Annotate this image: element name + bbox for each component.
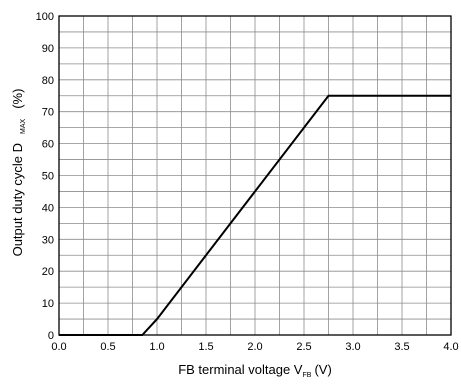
x-tick-label: 1.5 — [198, 341, 213, 353]
x-axis-label-main: FB terminal voltage V — [178, 362, 303, 377]
x-tick-label: 2.5 — [296, 341, 311, 353]
y-tick-label: 70 — [42, 107, 54, 119]
plot-frame — [58, 15, 452, 336]
x-tick-label: 0.5 — [100, 341, 115, 353]
y-tick-label: 30 — [42, 234, 54, 246]
x-tick-label: 0.0 — [51, 341, 66, 353]
tick-labels: 0.0 0.5 1.0 1.5 2.0 2.5 3.0 3.5 4.0 0 10 20 30 40 50 60… — [36, 11, 459, 353]
y-tick-label: 40 — [42, 202, 54, 214]
x-tick-label: 3.0 — [345, 341, 360, 353]
x-tick-label: 2.0 — [247, 341, 262, 353]
x-axis-label-subscript: FB — [302, 372, 311, 379]
y-tick-label: 50 — [42, 171, 54, 183]
y-tick-label: 20 — [42, 266, 54, 278]
y-axis-label: Output duty cycle D MAX (%) — [10, 89, 27, 257]
x-tick-label: 3.5 — [394, 341, 409, 353]
grid — [59, 16, 451, 335]
y-tick-label: 100 — [36, 11, 54, 23]
x-tick-label: 1.0 — [149, 341, 164, 353]
y-axis-label-unit: (%) — [10, 89, 25, 109]
y-tick-label: 60 — [42, 139, 54, 151]
x-axis-label: FB terminal voltage VFB (V) — [178, 362, 332, 379]
x-tick-label: 4.0 — [443, 341, 458, 353]
y-tick-label: 90 — [42, 43, 54, 55]
x-axis-label-unit: (V) — [314, 362, 331, 377]
y-tick-label: 80 — [42, 75, 54, 87]
y-tick-label: 10 — [42, 298, 54, 310]
y-tick-label: 0 — [48, 330, 54, 342]
y-axis-label-main: Output duty cycle D — [10, 143, 25, 256]
y-axis-label-subscript: MAX — [20, 118, 27, 134]
